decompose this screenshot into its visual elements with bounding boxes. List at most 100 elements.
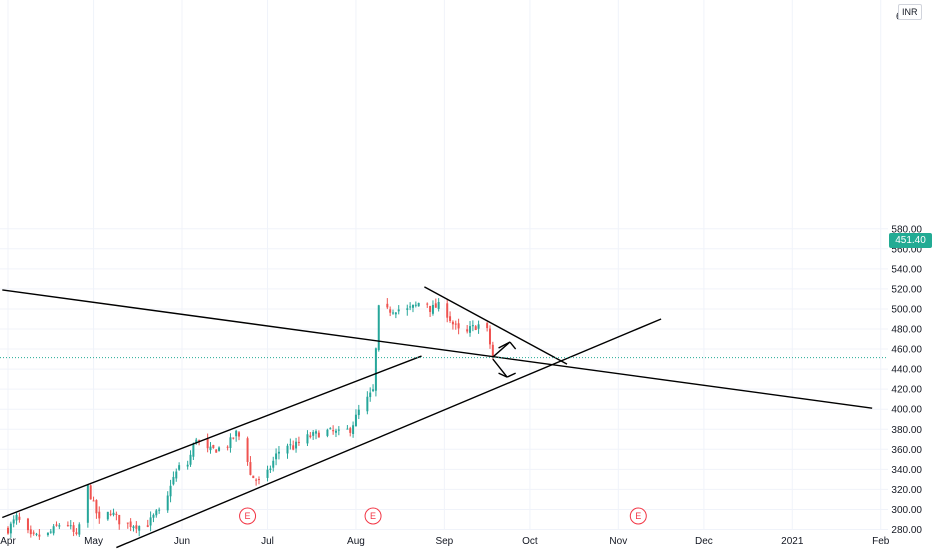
earnings-marker-label: E [635, 511, 641, 521]
last-price-label: 451.40 [889, 233, 932, 248]
candle-body [192, 444, 195, 457]
candle-body [252, 475, 255, 479]
x-tick-label: Apr [0, 536, 16, 547]
candle-body [354, 414, 357, 427]
candle-body [52, 526, 55, 534]
y-tick-label: 360.00 [891, 445, 922, 456]
candle-body [38, 534, 41, 537]
candle-body [249, 462, 252, 475]
x-tick-label: 2021 [781, 536, 804, 547]
x-tick-label: Jul [261, 536, 274, 547]
candle-body [198, 439, 201, 441]
candle-body [389, 309, 392, 313]
candle-body [477, 324, 480, 329]
y-tick-label: 280.00 [891, 525, 922, 536]
candle-body [75, 532, 78, 534]
candle-body [29, 529, 32, 535]
candle-body [374, 348, 377, 391]
candle-body [172, 476, 175, 485]
candle-body [255, 479, 258, 481]
candle-body [195, 439, 198, 444]
candle-body [55, 524, 58, 526]
trendline-arrow-down-head-left[interactable] [498, 372, 508, 378]
candle-body [332, 430, 335, 432]
trendline-channel-upper[interactable] [2, 355, 422, 519]
trendline-arrow-up-shaft[interactable] [492, 341, 511, 358]
candle-body [295, 441, 298, 449]
candle-body [491, 344, 494, 358]
candle-body [98, 511, 101, 519]
candle-body [106, 511, 109, 520]
candle-body [366, 396, 369, 412]
y-tick-label: 500.00 [891, 304, 922, 315]
candle-body [49, 531, 52, 533]
candle-body [386, 303, 389, 308]
trendline-arrow-down-head-right[interactable] [506, 372, 516, 378]
earnings-marker-circle[interactable] [239, 507, 257, 525]
candle-body [392, 312, 395, 314]
y-tick-label: 540.00 [891, 264, 922, 275]
candle-body [206, 439, 209, 449]
candle-body [352, 425, 355, 435]
earnings-marker-circle[interactable] [364, 507, 382, 525]
y-tick-label: 460.00 [891, 345, 922, 356]
candle-body [12, 519, 15, 524]
earnings-marker[interactable]: E [629, 507, 647, 525]
candle-body [426, 303, 429, 305]
candle-body [246, 438, 249, 462]
x-tick-label: Feb [872, 536, 890, 547]
trendline-arrow-up-head-right[interactable] [509, 341, 517, 350]
candle-body [394, 312, 397, 315]
candle-body [292, 445, 295, 450]
candle-body [474, 326, 477, 330]
price-axis[interactable]: 280.00 300.00 320.00 340.00 360.00 380.00 400.… [891, 12, 922, 537]
y-tick-label: 320.00 [891, 485, 922, 496]
earnings-marker-circle[interactable] [629, 507, 647, 525]
candle-body [334, 430, 337, 433]
candle-body [269, 468, 272, 471]
candle-body [266, 469, 269, 478]
candle-body [297, 441, 300, 443]
candle-body [95, 500, 98, 514]
candle-body [215, 449, 218, 453]
x-tick-label: Aug [347, 536, 365, 547]
earnings-marker[interactable]: E [239, 507, 257, 525]
trendline-channel-lower[interactable] [116, 318, 662, 549]
candle-body [306, 434, 309, 444]
candle-body [155, 510, 158, 516]
candle-body [178, 465, 181, 470]
y-tick-label: 440.00 [891, 365, 922, 376]
trendline-arrow-up-head-left[interactable] [498, 341, 511, 349]
candle-body [86, 485, 89, 523]
candle-body [317, 432, 320, 438]
earnings-marker[interactable]: E [364, 507, 382, 525]
candle-body [329, 428, 332, 430]
candle-body [437, 301, 440, 309]
x-tick-label: Dec [695, 536, 713, 547]
candle-body [406, 308, 409, 310]
candle-body [138, 526, 141, 531]
time-axis[interactable]: Apr May Jun Jul Aug Sep Oct Nov Dec 2021 Feb [0, 536, 890, 547]
candle-body [72, 525, 75, 532]
candle-body [89, 485, 92, 500]
candle-body [277, 451, 280, 454]
trendline-arrow-down-shaft[interactable] [492, 358, 508, 378]
x-tick-label: Oct [522, 536, 538, 547]
y-tick-label: 300.00 [891, 505, 922, 516]
x-tick-label: Nov [609, 536, 627, 547]
candle-body [58, 525, 61, 527]
trendline-wedge-upper[interactable] [424, 286, 568, 365]
candle-body [129, 521, 132, 527]
candle-body [446, 303, 449, 318]
y-tick-label: 560.00 [891, 244, 922, 255]
candle-body [212, 445, 215, 449]
y-tick-label: 400.00 [891, 405, 922, 416]
candle-body [18, 516, 21, 520]
candle-body [369, 392, 372, 398]
trendline-long-resistance[interactable] [2, 289, 873, 409]
candle-body [169, 485, 172, 497]
candle-body [146, 525, 149, 527]
currency-badge[interactable]: INR [898, 4, 922, 20]
